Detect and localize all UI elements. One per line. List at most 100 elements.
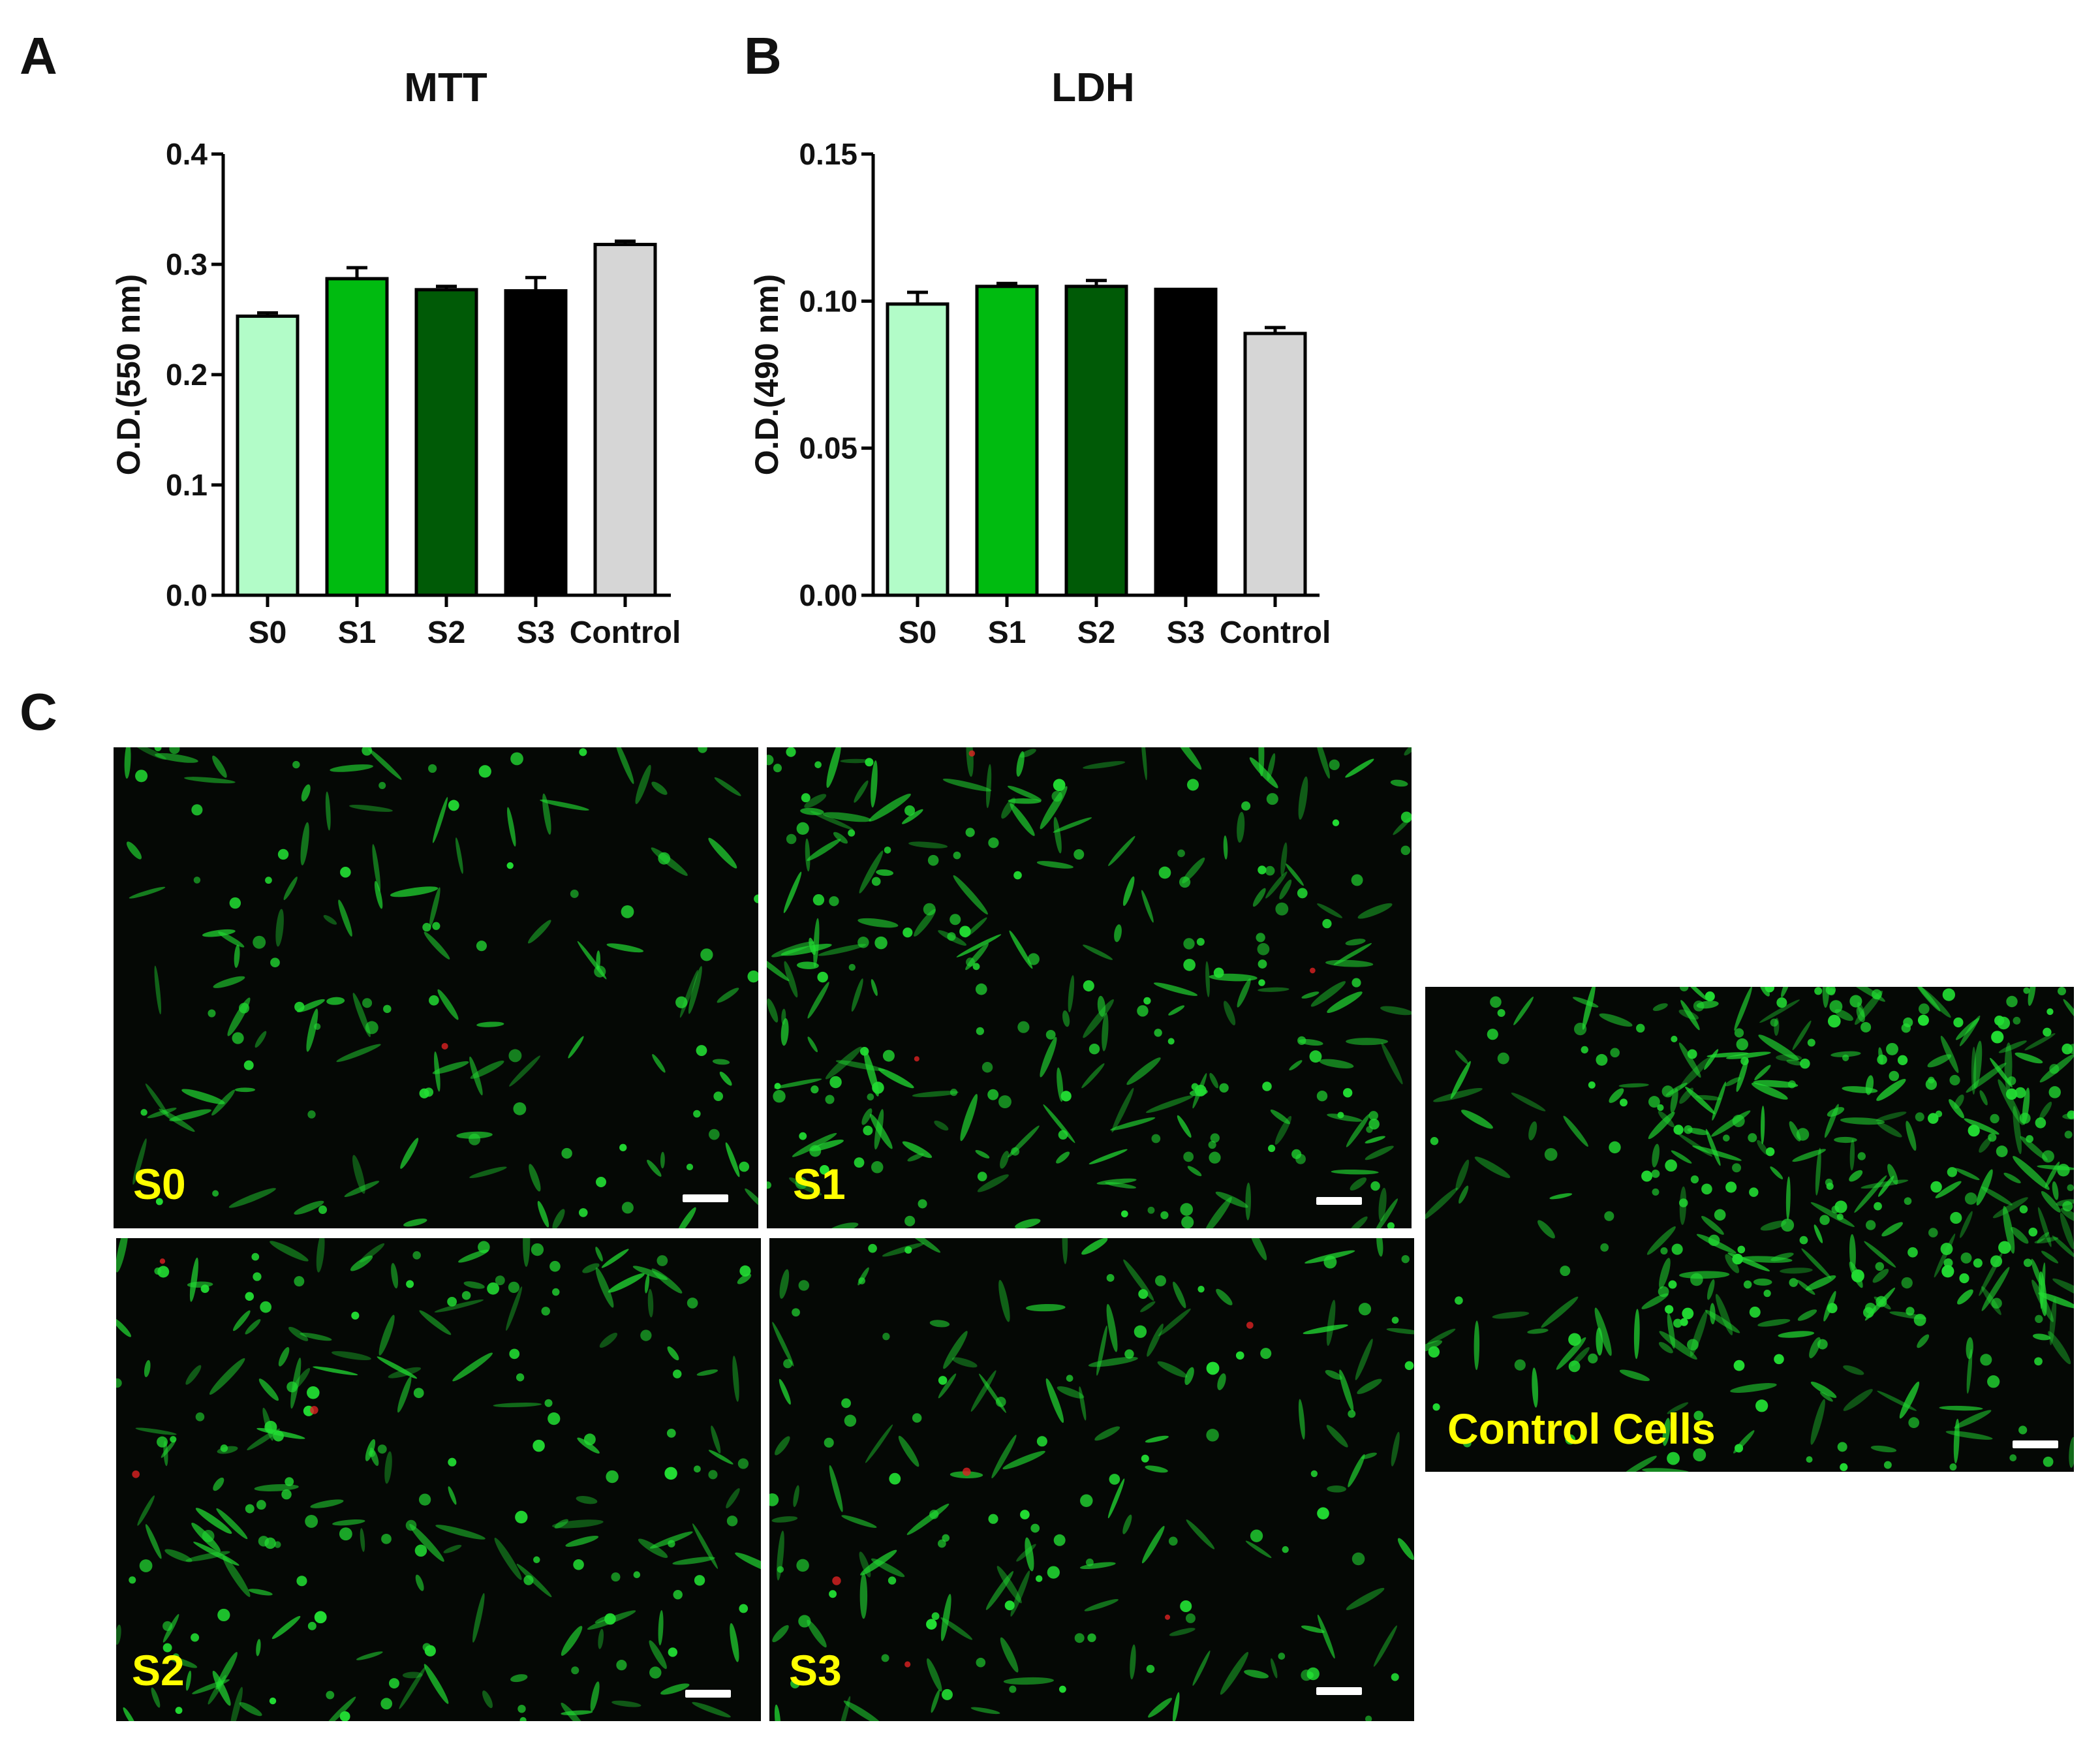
cell xyxy=(135,770,148,783)
cell xyxy=(1244,1670,1269,1679)
cell xyxy=(336,1044,381,1063)
cell xyxy=(1036,861,1073,869)
cell xyxy=(841,1515,877,1528)
cell xyxy=(265,877,272,884)
cell xyxy=(796,961,819,969)
cell xyxy=(1172,1692,1180,1721)
cell xyxy=(414,1544,427,1557)
cell xyxy=(1865,1220,1876,1230)
cell xyxy=(1734,1028,1744,1038)
cell xyxy=(139,1559,153,1572)
cell xyxy=(1755,1399,1768,1412)
cell xyxy=(871,1161,884,1174)
cell xyxy=(1400,845,1411,856)
cell xyxy=(1079,1386,1087,1421)
cell xyxy=(208,1009,216,1018)
cell xyxy=(904,1215,916,1226)
cell xyxy=(1140,1301,1156,1313)
ldh-chart: LDH O.D.(490 nm) 0.00 0.05 0.10 0.15 S0 S1 S2 S3 C… xyxy=(749,65,1331,650)
cell xyxy=(1730,1383,1777,1393)
cell xyxy=(1990,1113,2000,1124)
cell xyxy=(1325,959,1374,967)
cell xyxy=(1009,930,1033,969)
cell xyxy=(510,752,523,766)
cell xyxy=(1097,995,1106,1017)
cell xyxy=(1837,1442,1847,1452)
cell xyxy=(786,747,796,757)
micrograph-control-scale-bar xyxy=(2013,1440,2058,1448)
cell xyxy=(137,1495,155,1526)
cell xyxy=(570,890,579,898)
cell xyxy=(1834,1136,1857,1143)
cell xyxy=(419,1310,452,1335)
cell xyxy=(1749,1306,1761,1318)
cell xyxy=(360,1528,365,1552)
cell xyxy=(1258,979,1265,986)
cell xyxy=(1908,1417,1920,1429)
cell xyxy=(1715,1294,1733,1335)
cell xyxy=(1787,1080,1796,1089)
cell xyxy=(696,1045,707,1056)
cell xyxy=(1108,835,1135,866)
cell xyxy=(857,918,899,928)
cell xyxy=(843,1700,882,1721)
cell xyxy=(1461,1110,1493,1129)
cell xyxy=(1563,1115,1588,1147)
cell xyxy=(1346,1038,1389,1046)
cell xyxy=(1705,991,1715,1002)
cell xyxy=(145,1524,162,1559)
cell xyxy=(1532,1367,1538,1408)
cell xyxy=(1831,1205,1840,1214)
cell xyxy=(1146,1664,1155,1673)
cell xyxy=(469,1166,507,1179)
cell xyxy=(1876,1079,1906,1101)
cell xyxy=(775,1436,790,1455)
cell xyxy=(907,1153,924,1162)
cell xyxy=(611,1700,641,1707)
cell xyxy=(611,1572,621,1582)
y-tick-label: 0.1 xyxy=(166,468,208,502)
cell xyxy=(1265,871,1288,899)
cell xyxy=(380,1698,393,1710)
cell xyxy=(1883,1461,1892,1469)
cell xyxy=(541,1307,550,1316)
cell xyxy=(903,927,913,938)
cell xyxy=(1343,1088,1353,1098)
cell xyxy=(1381,1042,1403,1085)
cell xyxy=(1497,1009,1506,1018)
cell xyxy=(688,966,702,1014)
cell xyxy=(527,920,551,944)
cell xyxy=(1427,1328,1456,1345)
cell xyxy=(1337,1112,1344,1119)
cell xyxy=(1979,1090,1988,1106)
cell xyxy=(1949,1099,1965,1119)
cell xyxy=(432,1061,469,1074)
cell xyxy=(769,1493,779,1506)
cell xyxy=(1008,798,1042,804)
cell xyxy=(1008,1125,1040,1158)
cell xyxy=(339,1711,350,1721)
cell xyxy=(1678,1198,1688,1207)
cell xyxy=(737,1458,749,1469)
cell xyxy=(193,877,201,884)
cell xyxy=(494,1538,522,1580)
cell xyxy=(1679,987,1689,991)
cell xyxy=(164,1549,193,1563)
cell xyxy=(378,781,386,790)
cell xyxy=(829,1465,843,1512)
cell xyxy=(1849,995,1862,1008)
cell xyxy=(1249,1238,1267,1261)
cell xyxy=(195,1412,205,1422)
cell xyxy=(2046,1008,2054,1016)
cell xyxy=(185,1670,192,1691)
cell xyxy=(1151,1134,1161,1143)
cell xyxy=(1671,1150,1692,1164)
panel-letter-a: A xyxy=(20,27,57,85)
cell xyxy=(1596,1053,1608,1066)
cell xyxy=(1904,1197,1912,1205)
cell xyxy=(1687,987,1708,1001)
cell xyxy=(2043,1027,2052,1037)
cell xyxy=(561,1626,583,1656)
cell xyxy=(696,1369,718,1376)
cell xyxy=(1303,1324,1348,1335)
